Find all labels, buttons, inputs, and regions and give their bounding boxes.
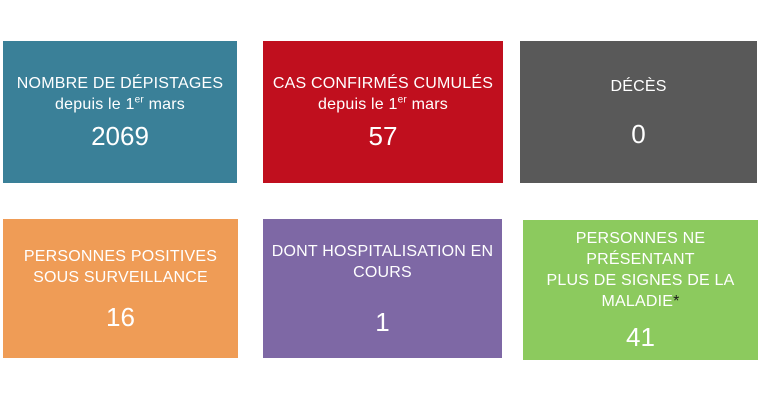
card-value: 2069 xyxy=(91,121,149,151)
card-title: CAS CONFIRMÉS CUMULÉS depuis le 1er mars xyxy=(272,75,494,113)
card-value: 0 xyxy=(631,118,646,149)
card-value: 41 xyxy=(626,322,655,352)
card-value: 1 xyxy=(375,306,390,337)
card-plus-de-signes-maladie: PERSONNES NE PRÉSENTANT PLUS DE SIGNES DE… xyxy=(523,220,758,360)
card-title: DONT HOSPITALISATION EN COURS xyxy=(271,242,494,281)
card-nombre-depistages: NOMBRE DE DÉPISTAGES depuis le 1er mars 2… xyxy=(3,41,237,183)
card-value: 57 xyxy=(368,121,398,151)
card-title: PERSONNES NE PRÉSENTANT PLUS DE SIGNES DE… xyxy=(546,230,735,310)
card-title: PERSONNES POSITIVES SOUS SURVEILLANCE xyxy=(23,247,218,286)
card-title: NOMBRE DE DÉPISTAGES depuis le 1er mars xyxy=(16,75,224,113)
card-cas-confirmes: CAS CONFIRMÉS CUMULÉS depuis le 1er mars … xyxy=(263,41,503,183)
card-value: 16 xyxy=(106,301,135,332)
card-personnes-positives: PERSONNES POSITIVES SOUS SURVEILLANCE 16 xyxy=(3,219,238,358)
card-deces: DÉCÈS 0 xyxy=(520,41,757,183)
card-hospitalisation-en-cours: DONT HOSPITALISATION EN COURS 1 xyxy=(263,219,502,358)
card-title: DÉCÈS xyxy=(610,77,667,95)
